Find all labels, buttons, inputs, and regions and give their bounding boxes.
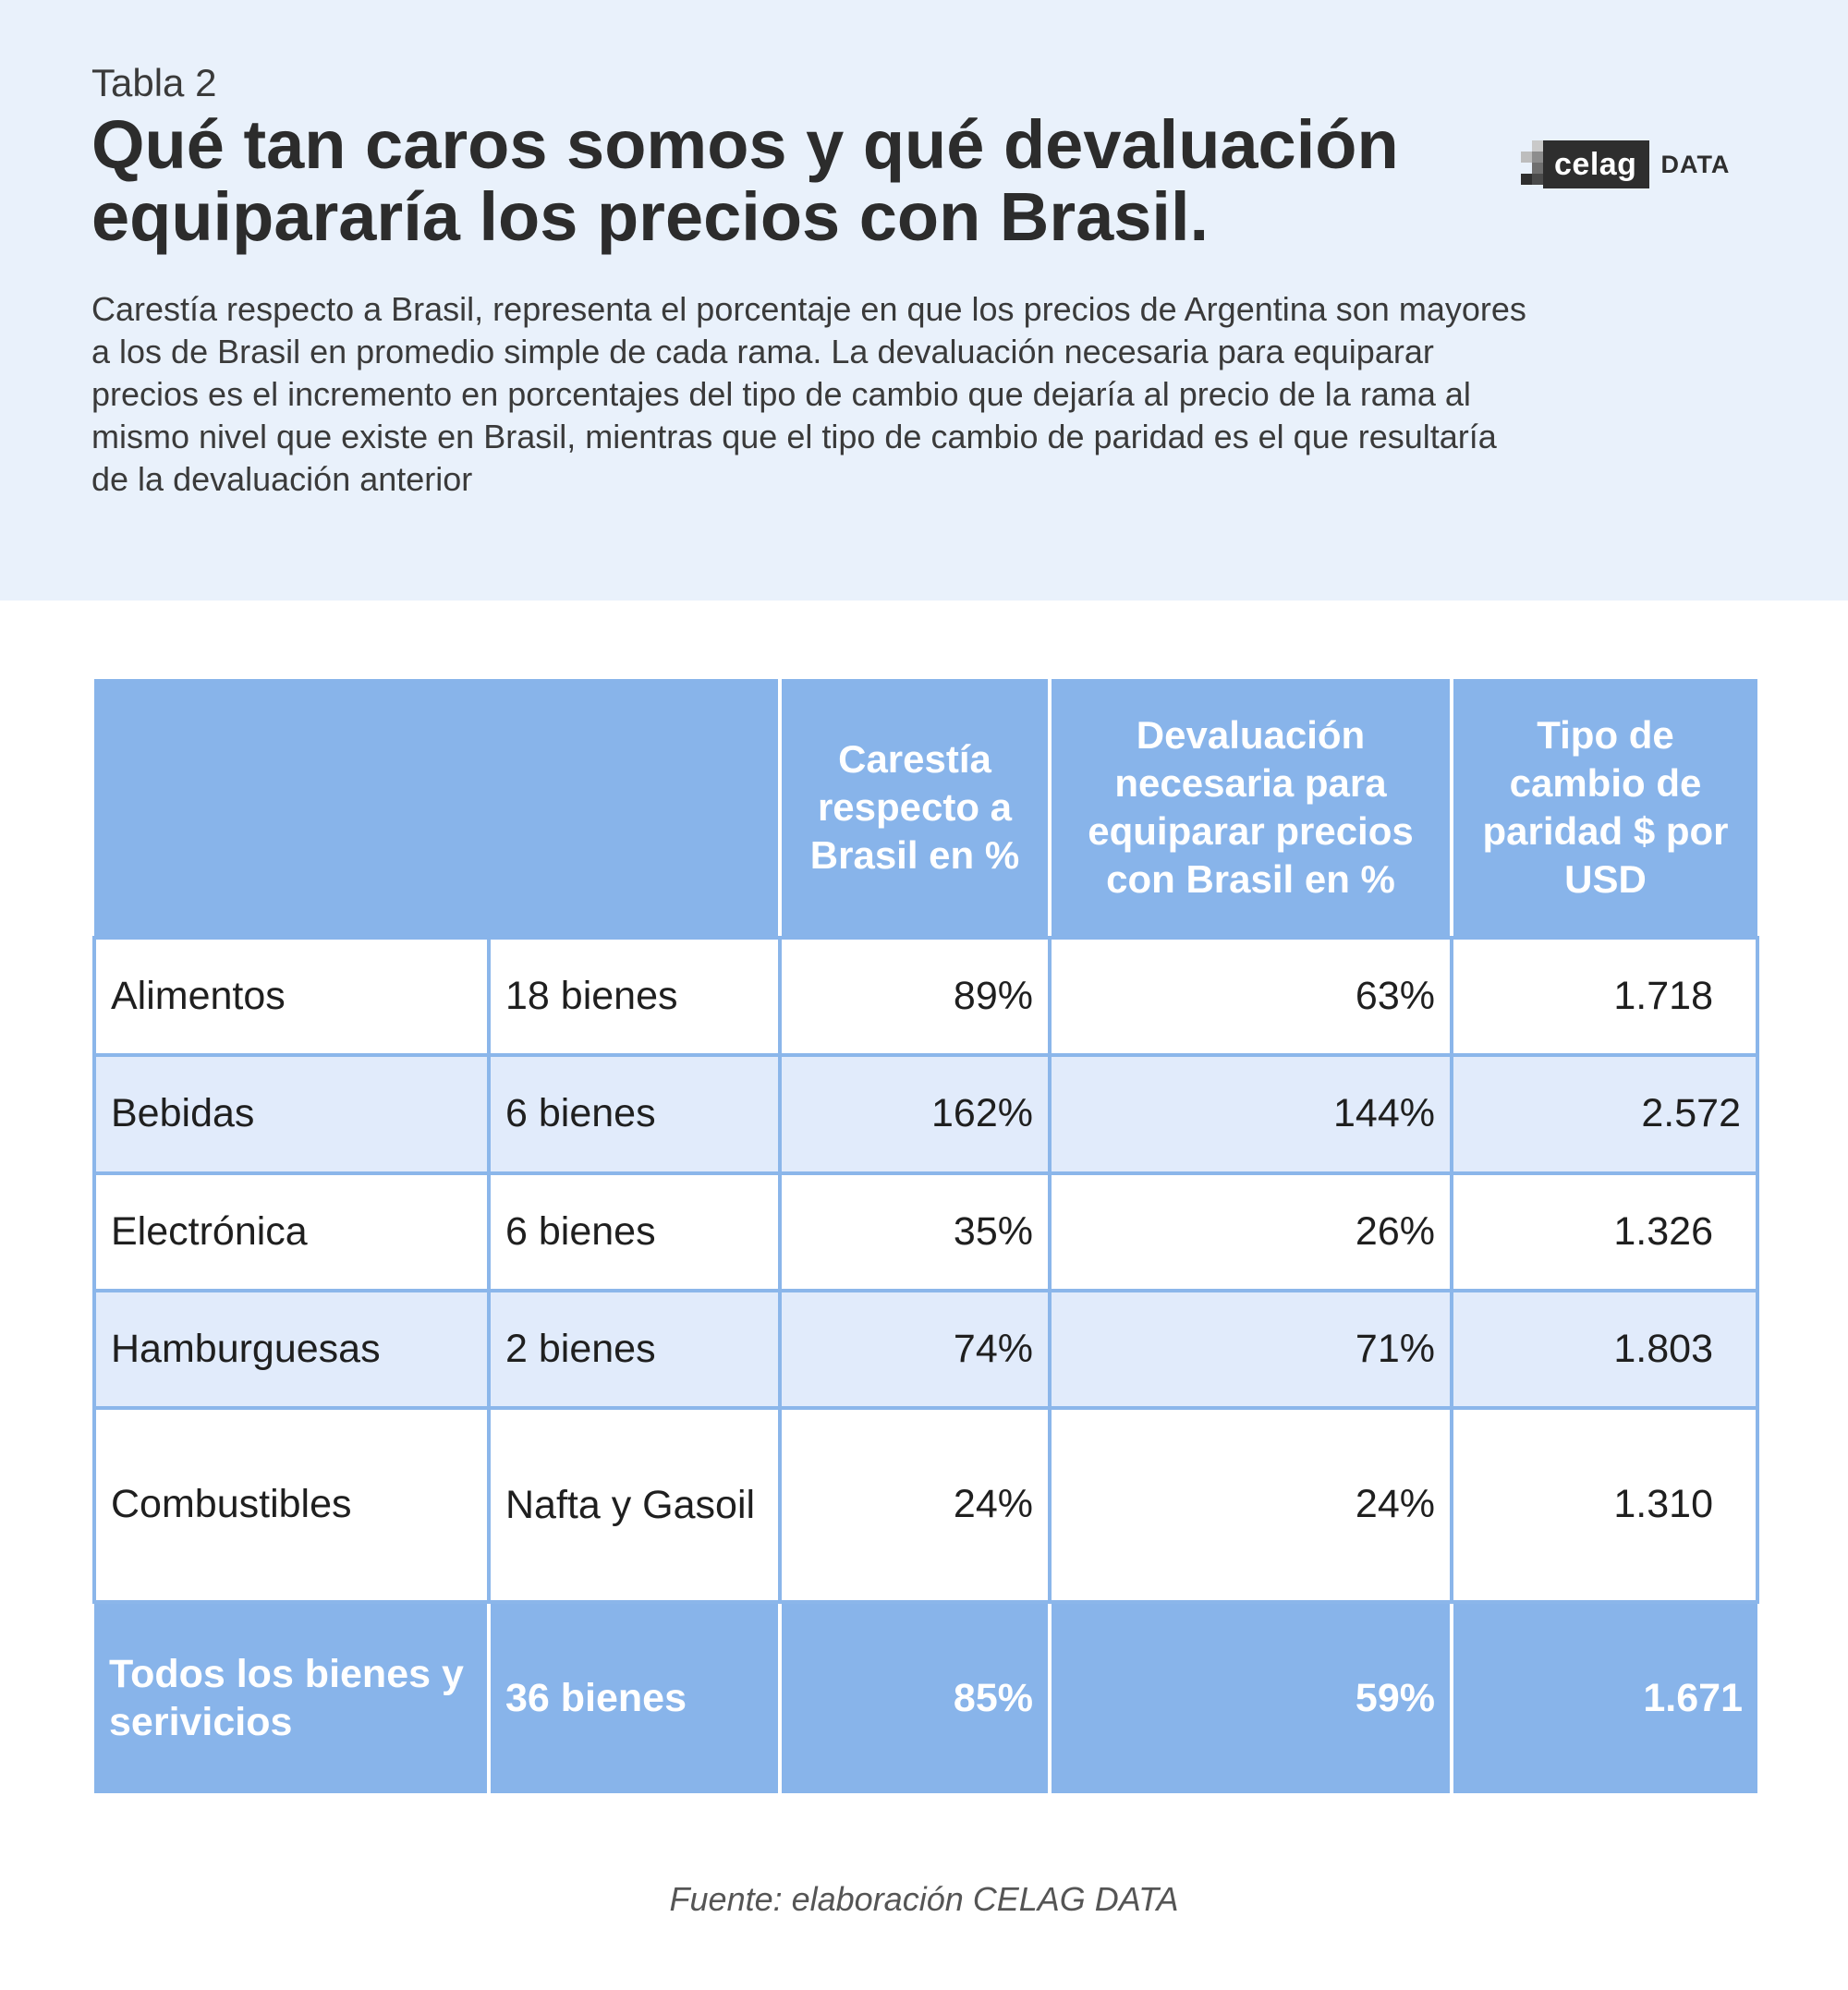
logo-wordmark: celag bbox=[1543, 140, 1650, 188]
carestia-cell: 74% bbox=[778, 1288, 1052, 1411]
total-row: Todos los bienes y serivicios 36 bienes … bbox=[94, 1599, 1757, 1793]
header-devaluacion: Devaluación necesaria para equiparar pre… bbox=[1048, 679, 1453, 940]
table-row: Bebidas 6 bienes 162% 144% 2.572 bbox=[92, 1053, 1759, 1175]
header-carestia: Carestía respecto a Brasil en % bbox=[778, 679, 1052, 940]
tipo-cambio-cell: 2.572 bbox=[1450, 1053, 1759, 1175]
category-cell: Alimentos bbox=[92, 935, 491, 1058]
header-tipo-cambio: Tipo de cambio de paridad $ por USD bbox=[1450, 679, 1757, 940]
carestia-cell: 35% bbox=[778, 1171, 1052, 1292]
goods-cell: 6 bienes bbox=[487, 1171, 782, 1292]
pixel-mark-icon bbox=[1515, 139, 1543, 190]
comparison-table: Carestía respecto a Brasil en % Devaluac… bbox=[92, 679, 1759, 1793]
table-row: Hamburguesas 2 bienes 74% 71% 1.803 bbox=[92, 1288, 1759, 1411]
tipo-cambio-cell: 1.718 bbox=[1450, 935, 1759, 1058]
tipo-cambio-cell: 1.803 bbox=[1450, 1288, 1759, 1411]
total-tipo-cambio-cell: 1.671 bbox=[1450, 1599, 1757, 1793]
page-description: Carestía respecto a Brasil, representa e… bbox=[91, 290, 1526, 498]
table-row: Electrónica 6 bienes 35% 26% 1.326 bbox=[92, 1171, 1759, 1292]
total-devaluacion-cell: 59% bbox=[1048, 1599, 1453, 1793]
goods-cell: 18 bienes bbox=[487, 935, 782, 1058]
table-row: Alimentos 18 bienes 89% 63% 1.718 bbox=[92, 935, 1759, 1058]
category-cell: Bebidas bbox=[92, 1053, 491, 1175]
header-band: Tabla 2 Qué tan caros somos y qué devalu… bbox=[0, 0, 1848, 601]
logo-suffix: DATA bbox=[1660, 150, 1731, 178]
devaluacion-cell: 24% bbox=[1048, 1406, 1453, 1604]
goods-cell: Nafta y Gasoil bbox=[487, 1406, 782, 1604]
table-header-row: Carestía respecto a Brasil en % Devaluac… bbox=[94, 679, 1757, 940]
carestia-cell: 162% bbox=[778, 1053, 1052, 1175]
header-category bbox=[94, 679, 489, 940]
table-row: Combustibles Nafta y Gasoil 24% 24% 1.31… bbox=[92, 1406, 1759, 1604]
source-note: Fuente: elaboración CELAG DATA bbox=[669, 1880, 1179, 1918]
page-title: Qué tan caros somos y qué devaluación eq… bbox=[91, 106, 1399, 255]
category-cell: Hamburguesas bbox=[92, 1288, 491, 1411]
category-cell: Combustibles bbox=[92, 1406, 491, 1604]
celag-data-logo: celag DATA bbox=[1515, 139, 1730, 190]
devaluacion-cell: 144% bbox=[1048, 1053, 1453, 1175]
tipo-cambio-cell: 1.326 bbox=[1450, 1171, 1759, 1292]
total-category-cell: Todos los bienes y serivicios bbox=[94, 1599, 491, 1793]
header-goods bbox=[489, 679, 782, 940]
tipo-cambio-cell: 1.310 bbox=[1450, 1406, 1759, 1604]
total-goods-cell: 36 bienes bbox=[487, 1599, 782, 1793]
devaluacion-cell: 63% bbox=[1048, 935, 1453, 1058]
carestia-cell: 24% bbox=[778, 1406, 1052, 1604]
category-cell: Electrónica bbox=[92, 1171, 491, 1292]
goods-cell: 6 bienes bbox=[487, 1053, 782, 1175]
goods-cell: 2 bienes bbox=[487, 1288, 782, 1411]
carestia-cell: 89% bbox=[778, 935, 1052, 1058]
total-carestia-cell: 85% bbox=[778, 1599, 1052, 1793]
table-number: Tabla 2 bbox=[91, 61, 217, 104]
devaluacion-cell: 26% bbox=[1048, 1171, 1453, 1292]
devaluacion-cell: 71% bbox=[1048, 1288, 1453, 1411]
